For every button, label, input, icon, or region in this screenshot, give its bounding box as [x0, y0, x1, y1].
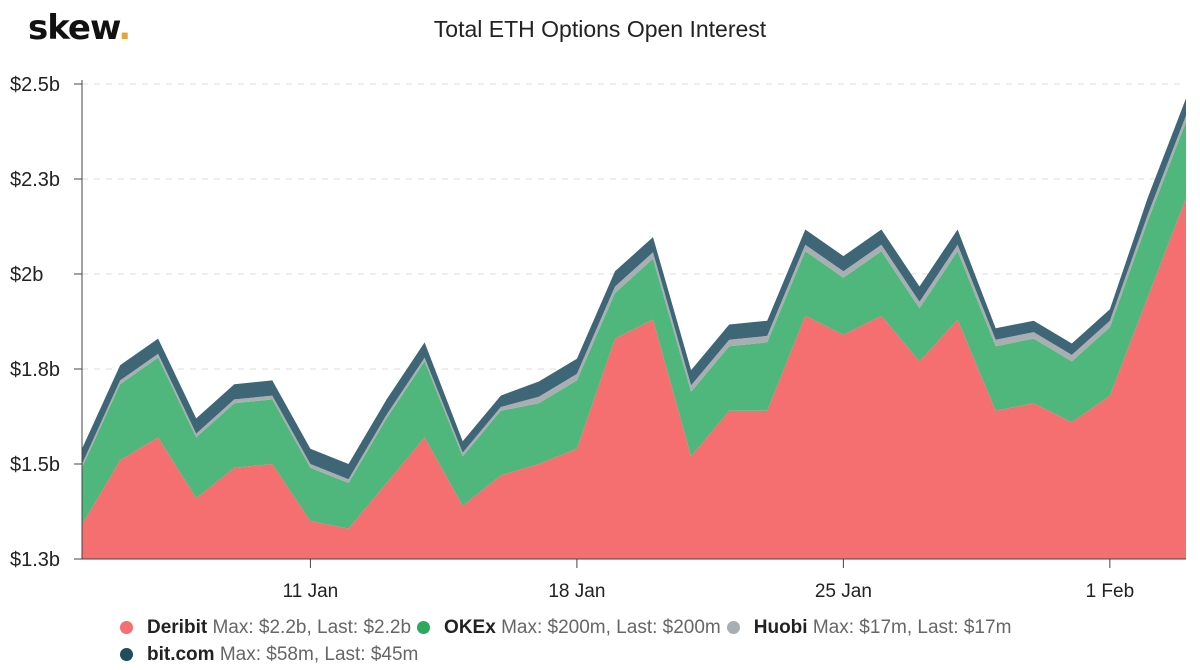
- legend-series-stats: Max: $58m, Last: $45m: [214, 644, 419, 665]
- x-tick-label: 25 Jan: [815, 581, 872, 602]
- y-tick-label: $1.8b: [10, 359, 60, 381]
- logo-text: skew: [28, 8, 119, 48]
- x-tick-label: 18 Jan: [548, 581, 605, 602]
- legend-series-name: Deribit: [147, 617, 208, 638]
- legend-series-name: bit.com: [147, 644, 215, 665]
- series-area-deribit: [82, 198, 1186, 559]
- chart-legend: Deribit Max: $2.2b, Last: $2.2b OKEx Max:…: [120, 614, 1120, 668]
- legend-series-stats: Max: $2.2b, Last: $2.2b: [207, 617, 412, 638]
- legend-series-name: Huobi: [753, 617, 808, 638]
- legend-marker-icon: [120, 648, 133, 661]
- legend-item-deribit[interactable]: Deribit Max: $2.2b, Last: $2.2b: [120, 614, 411, 641]
- y-tick-label: $2.3b: [10, 169, 60, 191]
- legend-marker-icon: [726, 621, 740, 634]
- x-tick-label: 11 Jan: [283, 581, 339, 602]
- skew-logo: skew.: [28, 8, 131, 48]
- legend-item-bit-com[interactable]: bit.com Max: $58m, Last: $45m: [120, 641, 418, 668]
- y-tick-label: $1.3b: [10, 549, 60, 571]
- legend-marker-icon: [417, 621, 431, 634]
- x-tick-label: 1 Feb: [1086, 581, 1135, 602]
- y-tick-label: $2b: [10, 264, 43, 286]
- y-tick-label: $2.5b: [10, 74, 60, 96]
- legend-marker-icon: [120, 621, 133, 634]
- series-area-okex: [82, 122, 1186, 529]
- legend-series-stats: Max: $200m, Last: $200m: [495, 617, 721, 638]
- logo-dot: .: [118, 8, 131, 48]
- legend-item-huobi[interactable]: Huobi Max: $17m, Last: $17m: [726, 614, 1012, 641]
- legend-item-okex[interactable]: OKEx Max: $200m, Last: $200m: [417, 614, 721, 641]
- legend-series-stats: Max: $17m, Last: $17m: [807, 617, 1012, 638]
- chart-title: Total ETH Options Open Interest: [433, 16, 767, 42]
- legend-series-name: OKEx: [444, 617, 496, 638]
- y-tick-label: $1.5b: [10, 454, 60, 476]
